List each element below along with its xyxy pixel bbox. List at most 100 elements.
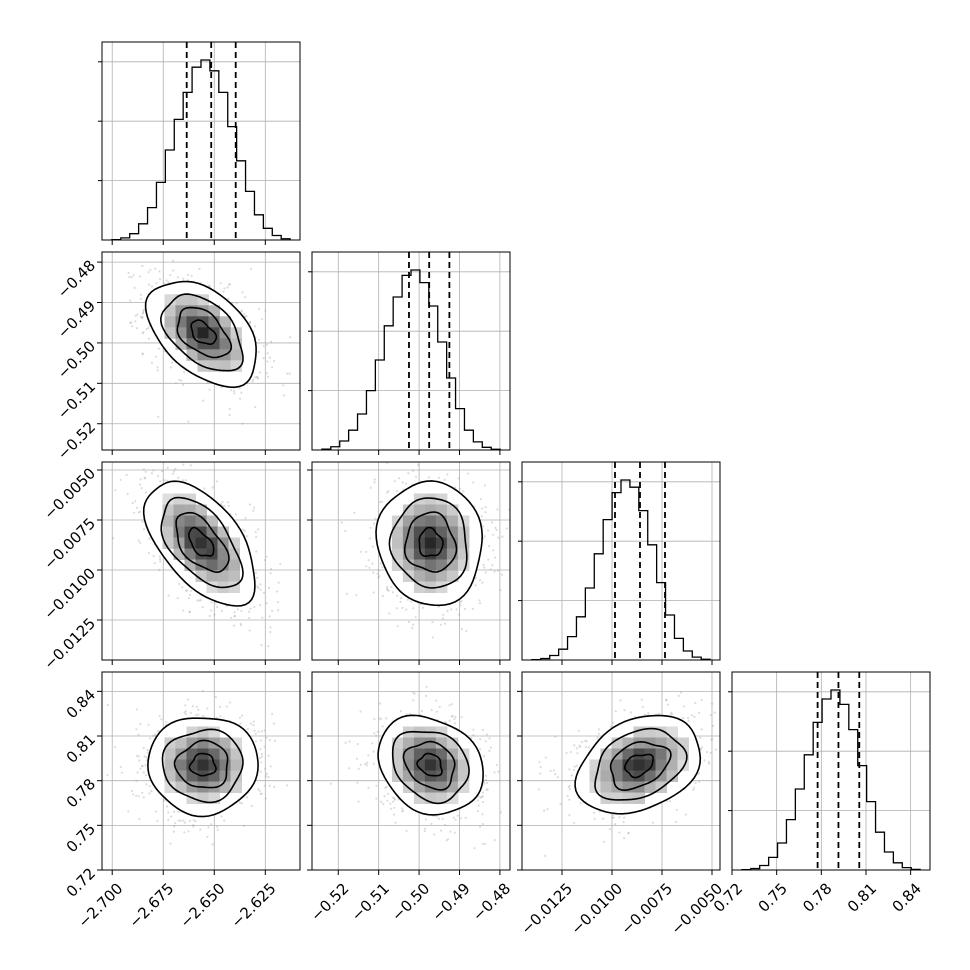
scatter-point — [227, 283, 230, 286]
density-cell — [413, 548, 426, 560]
contour-line-1 — [388, 497, 468, 589]
scatter-point — [496, 569, 500, 572]
scatter-point — [259, 739, 263, 742]
scatter-point — [261, 616, 264, 619]
scatter-point — [145, 783, 148, 786]
density-cell — [197, 327, 209, 339]
scatter-point — [167, 281, 170, 284]
scatter-point — [258, 338, 261, 341]
scatter-point — [245, 315, 248, 318]
scatter-point — [141, 764, 144, 767]
scatter-point — [139, 541, 142, 544]
density-cell — [435, 537, 448, 549]
scatter-point — [249, 722, 252, 725]
density-cell — [186, 781, 198, 793]
scatter-point — [149, 737, 152, 740]
scatter-point — [401, 810, 404, 813]
scatter-point — [153, 562, 156, 565]
density-cell — [219, 360, 231, 372]
scatter-point — [219, 502, 223, 506]
scatter-point — [481, 525, 484, 528]
scatter-point — [381, 595, 384, 598]
scatter-point — [379, 501, 382, 504]
scatter-point — [249, 321, 252, 324]
scatter-point — [144, 476, 147, 479]
scatter-point — [481, 813, 484, 816]
density-cell — [435, 770, 448, 782]
contour-line-0 — [147, 717, 259, 818]
scatter-point — [150, 285, 154, 288]
density-cell — [435, 526, 448, 538]
scatter-point — [134, 500, 137, 503]
scatter-point — [270, 340, 273, 343]
scatter-point — [141, 315, 144, 319]
scatter-point — [173, 810, 176, 813]
scatter-point — [258, 789, 261, 792]
scatter-point — [227, 501, 230, 504]
scatter-point — [182, 609, 185, 612]
contour-line-1 — [160, 293, 244, 372]
density-cell — [230, 781, 242, 793]
scatter-point — [120, 771, 123, 774]
scatter-point — [264, 309, 267, 312]
scatter-point — [484, 571, 487, 574]
scatter-point — [484, 511, 487, 514]
scatter-point — [451, 714, 454, 718]
scatter-point — [182, 383, 185, 386]
scatter-point — [142, 468, 145, 471]
density-cell — [173, 515, 185, 527]
scatter-point — [135, 794, 138, 798]
scatter-point — [458, 613, 461, 617]
hist-panel-1 — [308, 252, 510, 450]
scatter-point — [264, 775, 267, 778]
scatter-point — [373, 481, 376, 484]
scatter-point — [256, 576, 259, 579]
scatter-point — [197, 708, 200, 711]
scatter-point — [155, 282, 158, 285]
scatter-point — [184, 479, 187, 482]
density-cell — [217, 526, 229, 538]
scatter-point — [477, 804, 480, 807]
scatter-point — [203, 487, 206, 490]
scatter-point — [156, 819, 159, 823]
scatter-point — [420, 709, 424, 713]
scatter-point — [198, 267, 201, 270]
scatter-point — [399, 600, 402, 604]
density-cell — [424, 537, 437, 549]
density-cell — [446, 759, 459, 771]
density-cell — [197, 349, 209, 361]
density-cell — [164, 770, 176, 782]
scatter-point — [443, 478, 446, 481]
scatter-point — [441, 817, 444, 821]
scatter-point — [201, 606, 204, 609]
scatter-point — [447, 838, 450, 841]
hist-panel-0 — [98, 42, 300, 241]
scatter-point — [259, 756, 262, 760]
scatter-point — [202, 399, 205, 402]
scatter-point — [622, 821, 625, 824]
scatter-point — [459, 601, 462, 604]
scatter-point — [390, 585, 393, 589]
density-cell — [230, 748, 242, 760]
scatter-point — [452, 816, 455, 819]
scatter-point — [430, 708, 433, 712]
scatter-point — [493, 839, 496, 842]
scatter-point — [160, 718, 163, 721]
scatter-point — [268, 356, 272, 359]
scatter-point — [252, 724, 255, 727]
scatter-point — [348, 767, 351, 770]
scatter-point — [151, 734, 154, 738]
scatter-point — [480, 795, 483, 799]
scatter-point — [412, 691, 415, 694]
scatter-point — [344, 529, 347, 533]
scatter-point — [142, 746, 145, 750]
density-cell — [219, 748, 231, 760]
density-cell — [413, 737, 426, 749]
scatter-point — [488, 737, 491, 740]
scatter-point — [286, 372, 289, 375]
scatter-point — [142, 528, 146, 531]
density-cell — [208, 792, 220, 804]
scatter-point — [386, 491, 389, 494]
scatter-point — [272, 722, 275, 725]
scatter-point — [493, 570, 496, 573]
